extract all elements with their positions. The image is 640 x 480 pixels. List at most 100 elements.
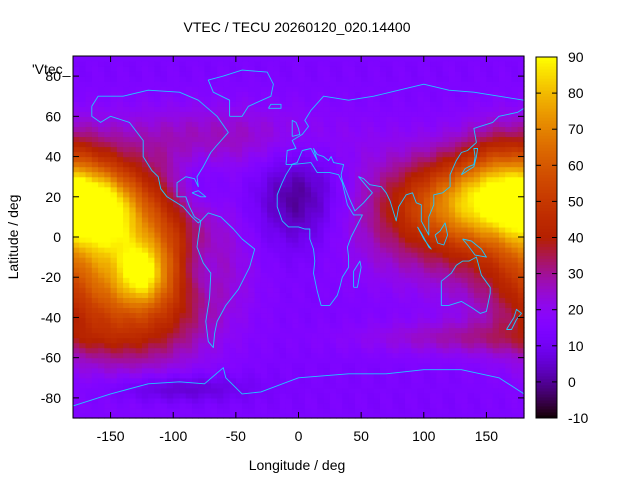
heatmap-cell <box>323 216 331 223</box>
heatmap-cell <box>217 252 224 258</box>
heatmap-cell <box>179 302 187 308</box>
heatmap-cell <box>160 332 168 339</box>
heatmap-cell <box>404 146 412 153</box>
heatmap-cell <box>198 141 206 148</box>
heatmap-cell <box>398 156 406 163</box>
heatmap-cell <box>123 56 130 62</box>
heatmap-cell <box>166 302 174 308</box>
heatmap-cell <box>498 307 506 314</box>
heatmap-cell <box>467 151 475 158</box>
heatmap-cell <box>235 272 243 278</box>
heatmap-cell <box>473 91 481 97</box>
heatmap-cell <box>179 407 187 414</box>
heatmap-cell <box>279 66 287 72</box>
heatmap-cell <box>185 357 193 364</box>
heatmap-cell <box>430 226 437 233</box>
heatmap-cell <box>123 71 130 77</box>
heatmap-cell <box>392 362 400 369</box>
heatmap-cell <box>498 216 506 223</box>
heatmap-cell <box>285 307 293 314</box>
heatmap-cell <box>85 372 93 379</box>
heatmap-cell <box>129 267 137 273</box>
heatmap-cell <box>73 272 80 278</box>
heatmap-cell <box>223 156 231 163</box>
heatmap-cell <box>292 307 300 314</box>
heatmap-cell <box>379 126 387 133</box>
heatmap-cell <box>498 136 506 143</box>
heatmap-cell <box>166 292 174 298</box>
heatmap-cell <box>442 397 450 404</box>
heatmap-cell <box>254 247 262 253</box>
heatmap-cell <box>480 116 488 122</box>
heatmap-cell <box>486 387 494 394</box>
heatmap-cell <box>267 357 275 364</box>
heatmap-cell <box>141 81 149 87</box>
heatmap-cell <box>85 101 93 107</box>
heatmap-cell <box>329 201 337 208</box>
heatmap-cell <box>392 322 400 329</box>
heatmap-cell <box>354 362 362 369</box>
heatmap-cell <box>123 106 130 112</box>
heatmap-cell <box>329 292 337 298</box>
heatmap-cell <box>260 121 268 127</box>
heatmap-cell <box>455 242 462 248</box>
heatmap-cell <box>498 342 506 349</box>
heatmap-cell <box>273 156 281 163</box>
heatmap-cell <box>298 317 306 324</box>
heatmap-cell <box>235 372 243 379</box>
heatmap-cell <box>461 252 469 258</box>
heatmap-cell <box>260 247 268 253</box>
heatmap-cell <box>298 216 306 223</box>
heatmap-cell <box>373 121 381 127</box>
heatmap-cell <box>423 191 431 198</box>
heatmap-cell <box>323 171 331 178</box>
heatmap-cell <box>267 121 275 127</box>
heatmap-cell <box>204 86 212 92</box>
heatmap-cell <box>285 66 293 72</box>
heatmap-cell <box>104 332 112 339</box>
heatmap-cell <box>361 277 368 283</box>
heatmap-cell <box>498 247 506 253</box>
heatmap-cell <box>91 156 99 163</box>
heatmap-cell <box>273 257 281 263</box>
heatmap-cell <box>342 221 350 228</box>
heatmap-cell <box>486 237 494 243</box>
heatmap-cell <box>129 171 137 178</box>
heatmap-cell <box>273 146 281 153</box>
heatmap-cell <box>73 121 80 127</box>
heatmap-cell <box>317 292 325 298</box>
heatmap-cell <box>323 312 331 319</box>
heatmap-cell <box>467 196 475 203</box>
heatmap-cell <box>386 171 394 178</box>
heatmap-cell <box>398 71 406 77</box>
heatmap-cell <box>430 397 437 404</box>
heatmap-cell <box>254 272 262 278</box>
heatmap-cell <box>354 136 362 143</box>
heatmap-cell <box>273 186 281 193</box>
heatmap-cell <box>285 337 293 344</box>
heatmap-cell <box>217 131 224 138</box>
heatmap-cell <box>423 387 431 394</box>
heatmap-cell <box>292 312 300 319</box>
heatmap-cell <box>298 101 306 107</box>
heatmap-cell <box>336 267 343 273</box>
heatmap-cell <box>248 206 256 213</box>
heatmap-cell <box>279 287 287 293</box>
heatmap-cell <box>492 161 500 168</box>
heatmap-cell <box>480 106 488 112</box>
heatmap-cell <box>317 101 325 107</box>
heatmap-cell <box>223 196 231 203</box>
heatmap-cell <box>135 367 143 374</box>
heatmap-cell <box>498 76 506 82</box>
heatmap-cell <box>116 272 124 278</box>
heatmap-cell <box>91 332 99 339</box>
heatmap-cell <box>73 377 80 384</box>
heatmap-cell <box>461 96 469 102</box>
heatmap-cell <box>498 211 506 218</box>
heatmap-cell <box>73 237 80 243</box>
heatmap-cell <box>467 101 475 107</box>
heatmap-cell <box>442 347 450 354</box>
heatmap-cell <box>311 101 318 107</box>
heatmap-cell <box>254 262 262 268</box>
heatmap-cell <box>311 312 318 319</box>
